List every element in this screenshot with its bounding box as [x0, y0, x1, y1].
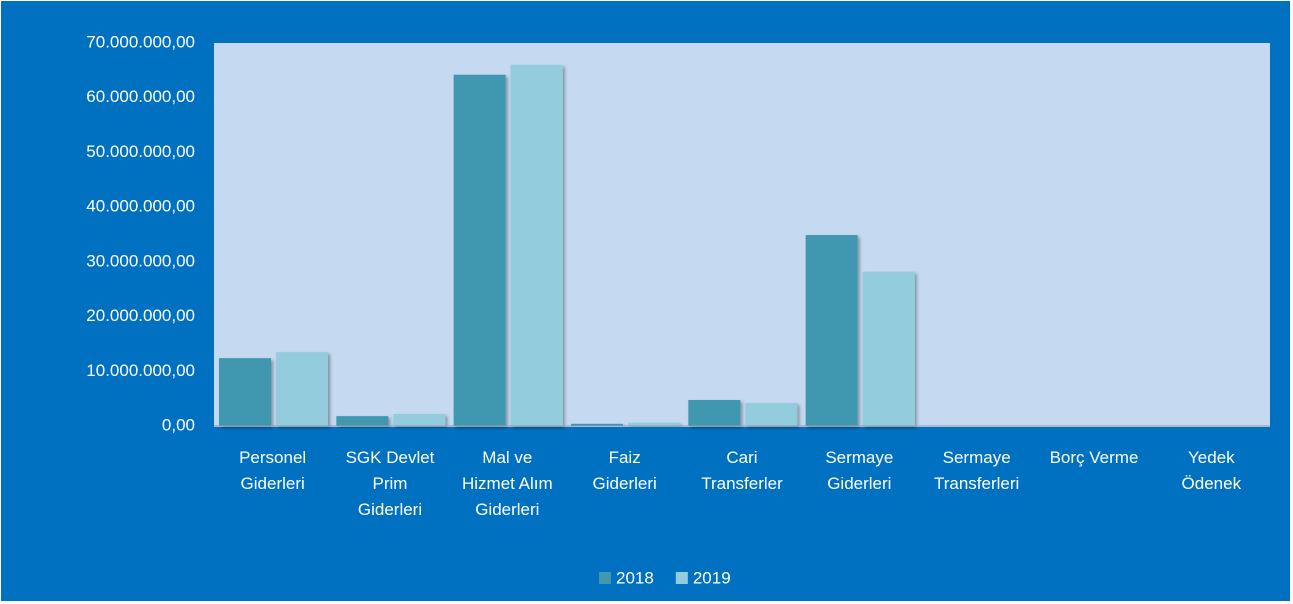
- plot-area: [214, 43, 1270, 427]
- y-tick-label: 50.000.000,00: [86, 142, 195, 161]
- bar: [805, 235, 858, 426]
- legend-label: 2019: [693, 568, 731, 587]
- x-tick-label: Borç Verme: [1049, 448, 1139, 467]
- y-tick-label: 40.000.000,00: [86, 197, 195, 216]
- y-tick-label: 30.000.000,00: [86, 251, 195, 270]
- x-tick-label: SGK Devlet Prim Giderleri: [345, 448, 435, 519]
- x-tick-label: Cari Transferler: [701, 448, 783, 493]
- bar: [336, 416, 389, 426]
- y-tick-label: 10.000.000,00: [86, 361, 195, 380]
- bar: [453, 74, 506, 426]
- y-tick-label: 0,00: [162, 415, 195, 434]
- bar: [219, 358, 271, 426]
- bar: [393, 413, 446, 426]
- legend-swatch: [599, 572, 611, 584]
- x-tick-label: Mal ve Hizmet Alım Giderleri: [461, 448, 553, 519]
- bar: [688, 400, 741, 426]
- x-tick-label: Sermaye Giderleri: [825, 448, 894, 493]
- bar: [276, 352, 328, 426]
- bar: [745, 403, 798, 426]
- x-tick-label: Faiz Giderleri: [592, 448, 657, 493]
- bar: [510, 64, 563, 426]
- x-tick-label: Personel Giderleri: [239, 448, 307, 493]
- bar: [628, 422, 680, 426]
- y-tick-label: 20.000.000,00: [86, 306, 195, 325]
- legend-label: 2018: [616, 568, 654, 587]
- y-tick-label: 70.000.000,00: [86, 32, 195, 51]
- legend-swatch: [675, 572, 688, 584]
- x-tick-label: Sermaye Transferleri: [933, 448, 1020, 493]
- bar: [571, 423, 623, 426]
- x-tick-label: Yedek Ödenek: [1181, 448, 1242, 493]
- y-tick-label: 60.000.000,00: [86, 87, 195, 106]
- bar: [862, 271, 915, 426]
